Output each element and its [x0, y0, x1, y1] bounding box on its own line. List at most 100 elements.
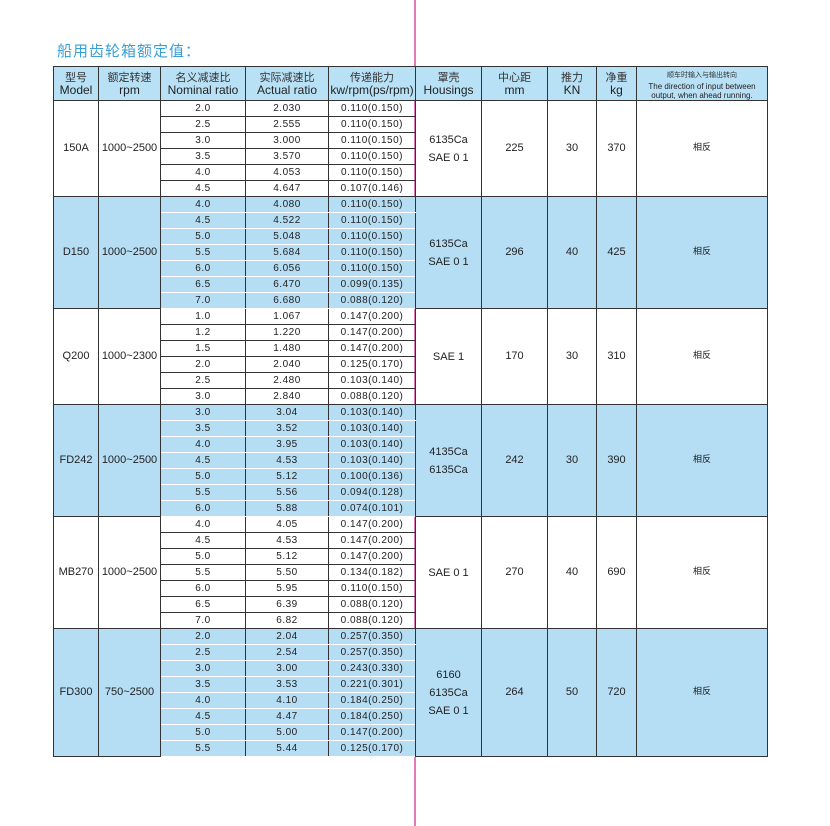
actual-ratio-cell: 4.53	[245, 532, 329, 549]
nominal-ratio-cell: 5.5	[160, 740, 246, 757]
nominal-ratio-cell: 6.0	[160, 580, 246, 597]
thrust-cell: 30	[547, 100, 597, 197]
capacity-cell: 0.074(0.101)	[328, 500, 416, 517]
center-cell: 170	[481, 308, 548, 405]
nominal-ratio-cell: 6.5	[160, 596, 246, 613]
capacity-cell: 0.100(0.136)	[328, 468, 416, 485]
actual-ratio-cell: 3.04	[245, 404, 329, 421]
capacity-cell: 0.088(0.120)	[328, 388, 416, 405]
nominal-ratio-cell: 3.5	[160, 420, 246, 437]
capacity-cell: 0.147(0.200)	[328, 724, 416, 741]
actual-ratio-cell: 6.680	[245, 292, 329, 309]
nominal-ratio-cell: 4.0	[160, 516, 246, 533]
rpm-cell: 750~2500	[98, 628, 161, 757]
actual-ratio-cell: 1.067	[245, 308, 329, 325]
actual-ratio-cell: 4.05	[245, 516, 329, 533]
model-cell: Q200	[53, 308, 99, 405]
capacity-cell: 0.110(0.150)	[328, 580, 416, 597]
capacity-cell: 0.110(0.150)	[328, 116, 416, 133]
housing-value: SAE 0 1	[428, 255, 469, 268]
nominal-ratio-cell: 1.2	[160, 324, 246, 341]
rpm-cell: 1000~2500	[98, 516, 161, 629]
actual-ratio-cell: 5.12	[245, 548, 329, 565]
housings-cell: SAE 1	[415, 308, 482, 405]
rpm-cell: 1000~2300	[98, 308, 161, 405]
table-row: 3.0 3.00 0.243(0.330)	[54, 660, 768, 677]
direction-cell: 相反	[636, 628, 768, 757]
nominal-ratio-cell: 5.0	[160, 468, 246, 485]
table-row: 2.0 2.040 0.125(0.170)	[54, 356, 768, 373]
column-header-cn: 罩壳	[437, 70, 460, 84]
capacity-cell: 0.103(0.140)	[328, 420, 416, 437]
housing-value: 6135Ca	[429, 133, 468, 146]
actual-ratio-cell: 3.52	[245, 420, 329, 437]
nominal-ratio-cell: 5.5	[160, 244, 246, 261]
nominal-ratio-cell: 3.0	[160, 660, 246, 677]
nominal-ratio-cell: 2.0	[160, 356, 246, 373]
table-row: 5.5 5.44 0.125(0.170)	[54, 740, 768, 757]
nominal-ratio-cell: 7.0	[160, 612, 246, 629]
nominal-ratio-cell: 2.0	[160, 100, 246, 117]
column-header: 名义减速比 Nominal ratio	[160, 66, 246, 101]
weight-cell: 370	[596, 100, 637, 197]
thrust-cell: 30	[547, 308, 597, 405]
capacity-cell: 0.110(0.150)	[328, 132, 416, 149]
table-row: 4.5 4.647 0.107(0.146)	[54, 180, 768, 197]
actual-ratio-cell: 4.53	[245, 452, 329, 469]
capacity-cell: 0.243(0.330)	[328, 660, 416, 677]
column-header-cn: 净重	[605, 70, 628, 84]
table-row: 5.0 5.12 0.147(0.200)	[54, 548, 768, 565]
nominal-ratio-cell: 4.5	[160, 532, 246, 549]
model-cell: 150A	[53, 100, 99, 197]
table-row: 5.5 5.684 0.110(0.150)	[54, 244, 768, 261]
model-cell: D150	[53, 196, 99, 309]
actual-ratio-cell: 6.82	[245, 612, 329, 629]
column-header-cn: 推力	[561, 70, 583, 84]
actual-ratio-cell: 3.00	[245, 660, 329, 677]
actual-ratio-cell: 6.056	[245, 260, 329, 277]
actual-ratio-cell: 4.10	[245, 692, 329, 709]
table-row: 1.2 1.220 0.147(0.200)	[54, 324, 768, 341]
center-cell: 296	[481, 196, 548, 309]
weight-cell: 690	[596, 516, 637, 629]
housing-value: 6135Ca	[429, 237, 468, 250]
housing-value: 6135Ca	[429, 463, 468, 476]
housings-cell: 4135Ca 6135Ca	[415, 404, 482, 517]
nominal-ratio-cell: 1.5	[160, 340, 246, 357]
actual-ratio-cell: 5.95	[245, 580, 329, 597]
column-header: 推力 KN	[547, 66, 597, 101]
nominal-ratio-cell: 4.0	[160, 692, 246, 709]
column-header-cn: 名义减速比	[175, 70, 231, 84]
capacity-cell: 0.257(0.350)	[328, 628, 416, 645]
capacity-cell: 0.125(0.170)	[328, 356, 416, 373]
nominal-ratio-cell: 1.0	[160, 308, 246, 325]
housing-value: SAE 0 1	[428, 566, 469, 579]
capacity-cell: 0.099(0.135)	[328, 276, 416, 293]
nominal-ratio-cell: 2.5	[160, 116, 246, 133]
rpm-cell: 1000~2500	[98, 100, 161, 197]
actual-ratio-cell: 5.048	[245, 228, 329, 245]
column-header: 罩壳 Housings	[415, 66, 482, 101]
column-header-cn: 中心距	[498, 70, 531, 84]
capacity-cell: 0.110(0.150)	[328, 196, 416, 213]
capacity-cell: 0.107(0.146)	[328, 180, 416, 197]
housings-cell: SAE 0 1	[415, 516, 482, 629]
capacity-cell: 0.125(0.170)	[328, 740, 416, 757]
column-header: 净重 kg	[596, 66, 637, 101]
housing-value: SAE 1	[432, 350, 465, 363]
actual-ratio-cell: 5.50	[245, 564, 329, 581]
weight-cell: 310	[596, 308, 637, 405]
actual-ratio-cell: 2.54	[245, 644, 329, 661]
table-row: 150A 1000~2500 2.0 2.030 0.110(0.150) 6135Ca S…	[53, 100, 768, 197]
actual-ratio-cell: 2.555	[245, 116, 329, 133]
column-header-en: The direction of input between output, w…	[648, 82, 756, 100]
capacity-cell: 0.103(0.140)	[328, 452, 416, 469]
nominal-ratio-cell: 2.5	[160, 372, 246, 389]
direction-cell: 相反	[636, 308, 768, 405]
column-header-en: rpm	[119, 82, 140, 97]
capacity-cell: 0.110(0.150)	[328, 148, 416, 165]
header-row: 型号 Model 额定转速 rpm 名义减速比 Nominal ratio 实际减速比 Act…	[53, 66, 768, 101]
housing-value: SAE 0 1	[428, 704, 469, 717]
capacity-cell: 0.110(0.150)	[328, 228, 416, 245]
table-row: 3.5 3.570 0.110(0.150)	[54, 148, 768, 165]
